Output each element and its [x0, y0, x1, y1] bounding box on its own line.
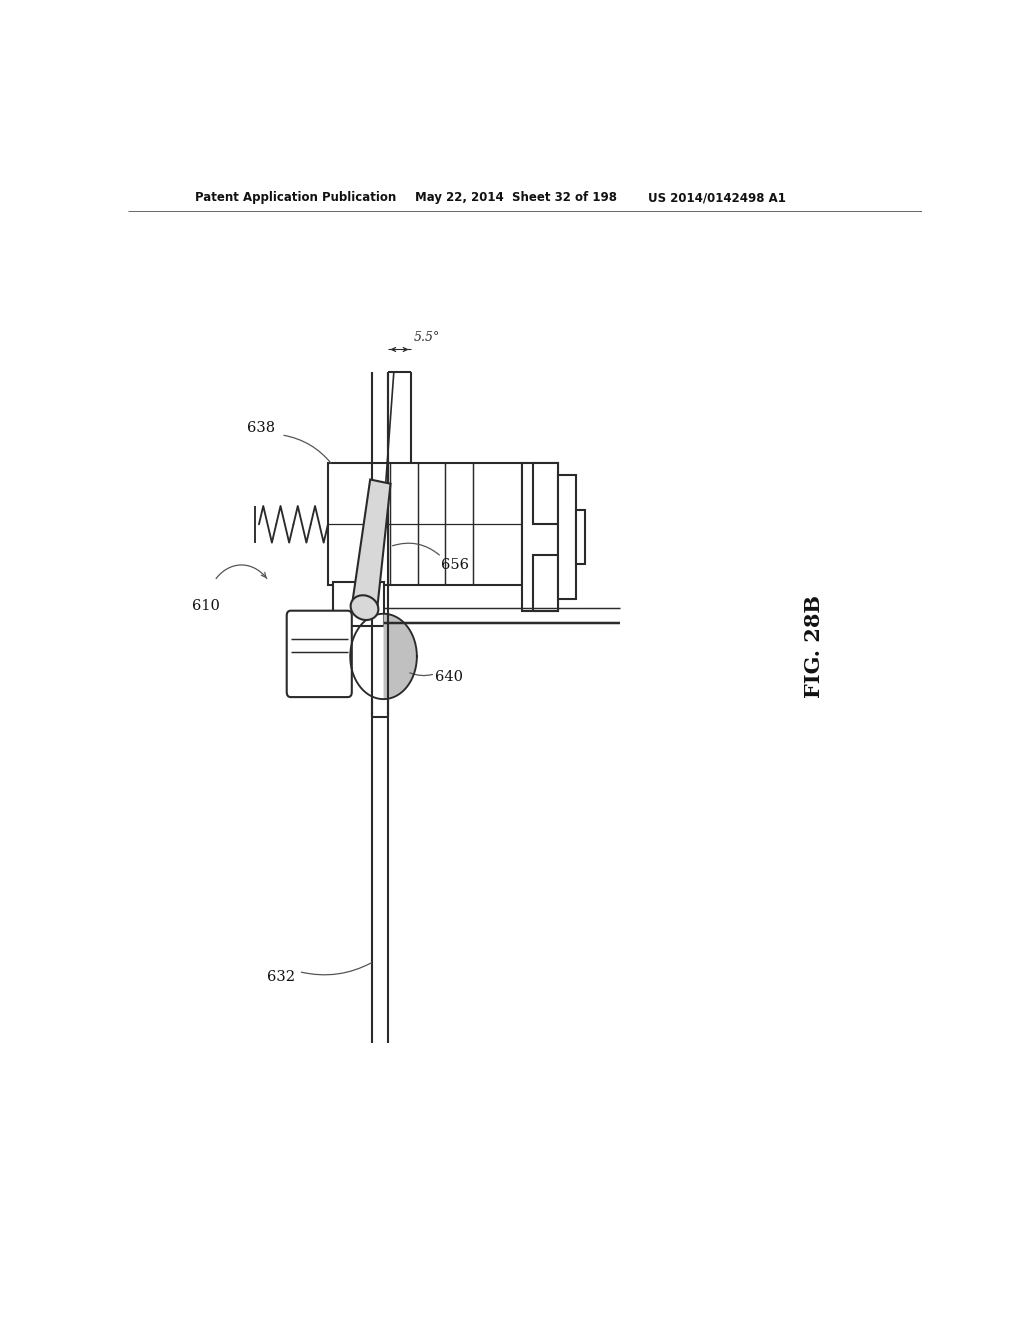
Bar [333, 582, 384, 626]
Bar [534, 463, 558, 524]
Text: 632: 632 [267, 970, 295, 983]
Text: 638: 638 [247, 421, 275, 434]
Ellipse shape [350, 595, 378, 620]
Text: Patent Application Publication: Patent Application Publication [196, 191, 396, 205]
Text: 5.5°: 5.5° [414, 331, 440, 343]
Text: 656: 656 [441, 558, 469, 572]
Text: FIG. 28B: FIG. 28B [805, 595, 824, 698]
Polygon shape [384, 614, 417, 700]
Text: US 2014/0142498 A1: US 2014/0142498 A1 [648, 191, 785, 205]
FancyBboxPatch shape [287, 611, 352, 697]
Bar [558, 475, 575, 599]
Text: 640: 640 [435, 669, 463, 684]
Polygon shape [352, 479, 390, 610]
Text: May 22, 2014  Sheet 32 of 198: May 22, 2014 Sheet 32 of 198 [416, 191, 617, 205]
Bar [328, 463, 522, 585]
Bar [522, 463, 558, 611]
Bar [534, 554, 558, 611]
Bar [575, 510, 585, 564]
Text: 610: 610 [191, 598, 220, 612]
